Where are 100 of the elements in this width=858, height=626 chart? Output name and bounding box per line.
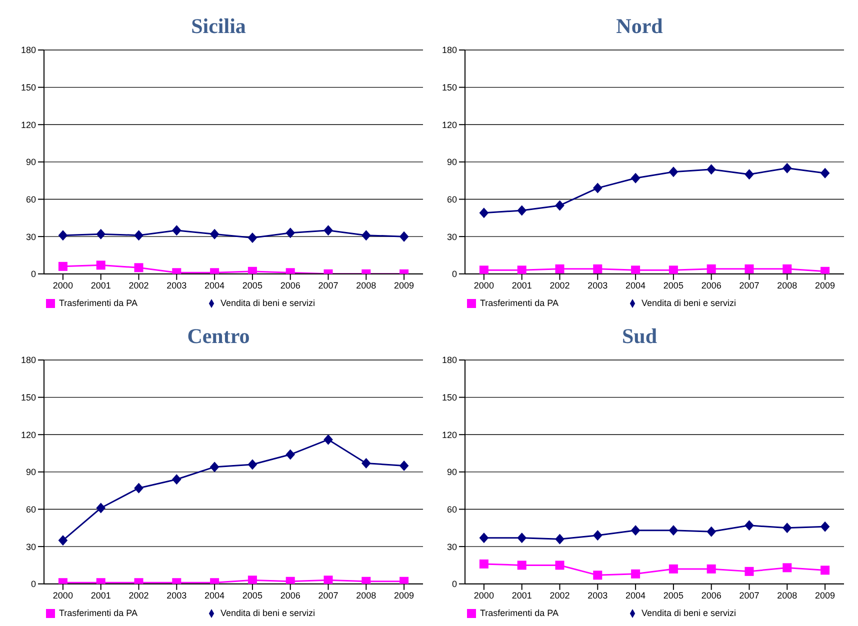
- point: [820, 168, 830, 178]
- point: [134, 483, 144, 494]
- chart-title: Centro: [186, 323, 251, 350]
- point: [362, 576, 371, 584]
- point: [96, 503, 106, 514]
- y-tick-label: 30: [446, 232, 457, 242]
- y-tick-label: 180: [20, 45, 36, 56]
- point: [706, 264, 716, 274]
- x-tick-label: 2002: [128, 590, 149, 600]
- y-tick-label: 90: [446, 467, 457, 478]
- x-tick-label: 2000: [474, 280, 494, 290]
- y-tick-label: 120: [442, 430, 457, 440]
- x-tick-label: 2009: [394, 280, 414, 290]
- x-tick-label: 2001: [90, 590, 111, 600]
- y-tick-label: 0: [30, 579, 36, 590]
- point: [517, 266, 526, 274]
- chart-title: Nord: [615, 13, 664, 40]
- point: [706, 164, 716, 174]
- y-tick-label: 30: [26, 232, 36, 242]
- y-tick-label: 0: [452, 269, 457, 280]
- x-tick-label: 2003: [588, 590, 608, 600]
- point: [172, 474, 182, 484]
- point: [820, 266, 830, 274]
- point: [324, 576, 333, 584]
- y-tick-label: 60: [446, 194, 457, 204]
- point: [555, 200, 564, 210]
- x-tick-label: 2001: [512, 280, 532, 290]
- y-tick-label: 0: [30, 269, 36, 280]
- x-tick-label: 2005: [242, 280, 262, 290]
- y-tick-label: 30: [446, 542, 457, 552]
- x-tick-label: 2008: [777, 280, 798, 290]
- point: [58, 535, 68, 546]
- x-tick-label: 2006: [701, 280, 722, 290]
- y-tick-label: 150: [442, 392, 457, 403]
- point: [744, 169, 754, 180]
- x-tick-label: 2002: [128, 280, 149, 290]
- y-tick-label: 90: [26, 157, 36, 168]
- y-tick-label: 30: [26, 542, 36, 552]
- point: [555, 534, 564, 544]
- x-tick-label: 2004: [204, 280, 225, 290]
- y-tick-label: 180: [442, 45, 457, 56]
- legend-label: Vendita di beni e servizi: [641, 298, 736, 308]
- x-tick-label: 2006: [280, 280, 300, 290]
- x-tick-label: 2005: [242, 590, 262, 600]
- x-tick-label: 2009: [815, 280, 836, 290]
- x-tick-label: 2003: [166, 590, 187, 600]
- legend-label: Trasferimenti da PA: [58, 298, 138, 308]
- x-tick-label: 2004: [626, 280, 646, 290]
- chart-title: Sicilia: [190, 13, 247, 40]
- point: [400, 460, 409, 471]
- point: [593, 183, 602, 194]
- point: [782, 163, 792, 174]
- point: [744, 264, 754, 274]
- point: [631, 525, 640, 536]
- legend-label: Trasferimenti da PA: [480, 608, 558, 618]
- point: [668, 525, 678, 536]
- point: [362, 458, 371, 468]
- x-tick-label: 2004: [204, 590, 225, 600]
- point: [668, 564, 678, 574]
- point: [706, 526, 716, 537]
- x-tick-label: 2008: [356, 590, 376, 600]
- x-tick-label: 2005: [663, 590, 684, 600]
- x-tick-label: 2003: [166, 280, 187, 290]
- point: [555, 560, 564, 570]
- x-tick-label: 2009: [394, 590, 414, 600]
- point: [593, 530, 602, 540]
- chart-title: Sud: [620, 323, 658, 350]
- point: [286, 450, 295, 460]
- point: [782, 563, 792, 572]
- y-tick-label: 120: [20, 120, 36, 130]
- point: [210, 462, 220, 472]
- point: [248, 576, 257, 584]
- legend-label: Trasferimenti da PA: [58, 608, 138, 618]
- x-tick-label: 2008: [777, 590, 798, 600]
- x-tick-label: 2001: [90, 280, 111, 290]
- x-tick-label: 2007: [739, 280, 760, 290]
- legend-label: Vendita di beni e servizi: [220, 608, 316, 618]
- point: [782, 522, 792, 533]
- point: [668, 266, 678, 274]
- point: [286, 576, 295, 584]
- y-tick-label: 150: [442, 82, 457, 93]
- legend-label: Vendita di beni e servizi: [641, 608, 736, 618]
- point: [517, 205, 526, 216]
- x-tick-label: 2004: [626, 590, 646, 600]
- y-tick-label: 180: [20, 355, 36, 366]
- point: [744, 566, 754, 576]
- x-tick-label: 2000: [474, 590, 494, 600]
- x-tick-label: 2000: [52, 590, 73, 600]
- point: [400, 576, 409, 584]
- point: [820, 566, 830, 575]
- point: [248, 459, 257, 470]
- x-tick-label: 2008: [356, 280, 376, 290]
- point: [744, 520, 754, 530]
- x-tick-label: 2007: [318, 590, 338, 600]
- y-tick-label: 120: [20, 430, 36, 440]
- y-tick-label: 90: [446, 157, 457, 168]
- y-tick-label: 180: [442, 355, 457, 366]
- point: [631, 569, 640, 578]
- point: [782, 264, 792, 274]
- x-tick-label: 2009: [815, 590, 836, 600]
